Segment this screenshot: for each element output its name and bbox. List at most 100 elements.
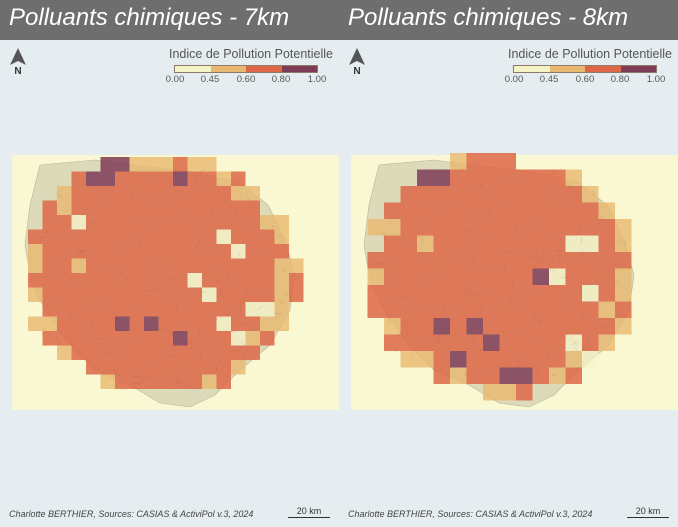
legend-tick: 0.60 [575, 74, 595, 85]
grid-cell [129, 331, 144, 346]
grid-cell [565, 169, 582, 186]
grid-cell [57, 229, 72, 244]
grid-cell [216, 360, 231, 375]
north-arrow-icon [349, 48, 365, 65]
grid-cell [450, 268, 467, 285]
grid-cell [549, 219, 566, 236]
legend-ticks: 0.00 0.45 0.60 0.80 1.00 [499, 74, 674, 86]
grid-cell [274, 302, 289, 317]
grid-cell [202, 258, 217, 273]
grid-cell [433, 268, 450, 285]
grid-cell [615, 268, 632, 285]
grid-cell [173, 273, 188, 288]
grid-cell [499, 219, 516, 236]
grid-cell [615, 252, 632, 269]
grid-cell [42, 331, 57, 346]
grid-cell [483, 334, 500, 351]
grid-cell [417, 351, 434, 368]
grid-cell [216, 273, 231, 288]
grid-cell [598, 334, 615, 351]
grid-cell [115, 244, 130, 259]
grid-cell [450, 153, 467, 170]
grid-cell [202, 229, 217, 244]
grid-cell [100, 200, 115, 215]
grid-cell [115, 287, 130, 302]
grid-cell [187, 215, 202, 230]
grid-cell [532, 219, 549, 236]
grid-cell [173, 345, 188, 360]
grid-cell [202, 316, 217, 331]
grid-cell [245, 345, 260, 360]
legend-swatch-045-060 [549, 66, 585, 72]
grid-cell [86, 331, 101, 346]
grid-cell [86, 244, 101, 259]
grid-cell [173, 258, 188, 273]
grid-cell [466, 202, 483, 219]
grid-cell [499, 169, 516, 186]
commune-boundaries [39, 168, 288, 391]
grid-cell [216, 316, 231, 331]
grid-cell [499, 351, 516, 368]
grid-cell [549, 252, 566, 269]
grid-cell [144, 287, 159, 302]
grid-cell [42, 287, 57, 302]
grid-cell [173, 200, 188, 215]
grid-cell [158, 331, 173, 346]
grid-cell [129, 258, 144, 273]
grid-cell [173, 374, 188, 389]
grid-cell [466, 301, 483, 318]
grid-cell [231, 273, 246, 288]
grid-cell [483, 169, 500, 186]
grid-cell [158, 229, 173, 244]
grid-cell [549, 186, 566, 203]
grid-cell [57, 273, 72, 288]
grid-cell [289, 287, 304, 302]
grid-cell [417, 202, 434, 219]
grid-cell [115, 157, 130, 172]
grid-cell [532, 202, 549, 219]
grid-cell [565, 285, 582, 302]
legend: Indice de Pollution Potentielle 0.00 0.4… [160, 47, 335, 87]
grid-cell [42, 273, 57, 288]
grid-cell [499, 235, 516, 252]
grid-cell [450, 235, 467, 252]
grid-cell [216, 287, 231, 302]
grid-cell [450, 318, 467, 335]
grid-cell [466, 318, 483, 335]
grid-cell [433, 334, 450, 351]
grid-cell [42, 244, 57, 259]
grid-cell [100, 157, 115, 172]
grid-cell [466, 153, 483, 170]
grid-cell [231, 331, 246, 346]
grid-cell [274, 258, 289, 273]
grid-cell [532, 169, 549, 186]
legend-swatch-060-080 [246, 66, 282, 72]
grid-cell [245, 331, 260, 346]
grid-cell [187, 186, 202, 201]
grid-cell [450, 202, 467, 219]
grid-cell [516, 334, 533, 351]
grid-cell [483, 186, 500, 203]
grid-cell [216, 244, 231, 259]
grid-cell [417, 301, 434, 318]
grid-cell [549, 169, 566, 186]
grid-cell [57, 244, 72, 259]
grid-cells [28, 157, 304, 389]
grid-cell [582, 285, 599, 302]
grid-cell [158, 360, 173, 375]
grid-cell [57, 302, 72, 317]
grid-cell [466, 285, 483, 302]
grid-cell [187, 200, 202, 215]
grid-cell [71, 302, 86, 317]
grid-cell [129, 215, 144, 230]
grid-cell [433, 301, 450, 318]
grid-cell [565, 301, 582, 318]
grid-cell [516, 202, 533, 219]
legend-title: Indice de Pollution Potentielle [168, 47, 333, 61]
grid-cell [129, 374, 144, 389]
grid-cell [28, 244, 43, 259]
grid-cell [202, 374, 217, 389]
north-arrow: N [347, 47, 367, 77]
scale-label: 20 km [635, 506, 661, 516]
grid-cell [483, 202, 500, 219]
